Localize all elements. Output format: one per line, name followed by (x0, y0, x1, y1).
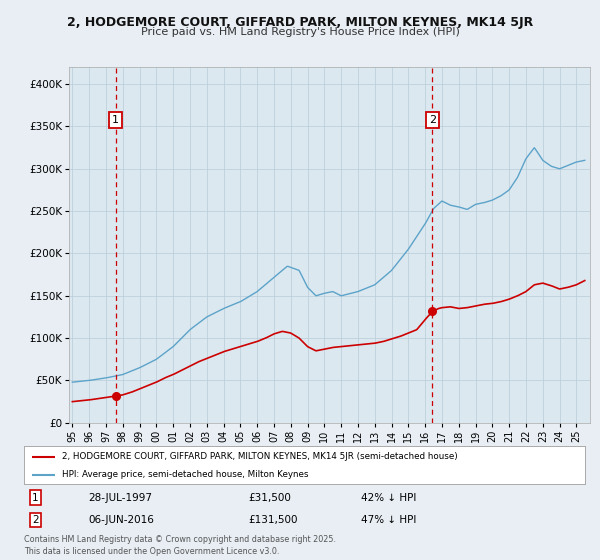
Text: 2, HODGEMORE COURT, GIFFARD PARK, MILTON KEYNES, MK14 5JR (semi-detached house): 2, HODGEMORE COURT, GIFFARD PARK, MILTON… (62, 452, 458, 461)
Text: 42% ↓ HPI: 42% ↓ HPI (361, 493, 416, 503)
Text: 47% ↓ HPI: 47% ↓ HPI (361, 515, 416, 525)
Text: 1: 1 (32, 493, 38, 503)
Text: £31,500: £31,500 (248, 493, 291, 503)
Text: 28-JUL-1997: 28-JUL-1997 (89, 493, 152, 503)
Text: 2: 2 (429, 115, 436, 125)
Text: 2: 2 (32, 515, 38, 525)
Text: Contains HM Land Registry data © Crown copyright and database right 2025.
This d: Contains HM Land Registry data © Crown c… (24, 535, 336, 556)
Text: Price paid vs. HM Land Registry's House Price Index (HPI): Price paid vs. HM Land Registry's House … (140, 27, 460, 37)
Text: HPI: Average price, semi-detached house, Milton Keynes: HPI: Average price, semi-detached house,… (62, 470, 308, 479)
Text: 06-JUN-2016: 06-JUN-2016 (89, 515, 154, 525)
Text: £131,500: £131,500 (248, 515, 298, 525)
Text: 1: 1 (112, 115, 119, 125)
Text: 2, HODGEMORE COURT, GIFFARD PARK, MILTON KEYNES, MK14 5JR: 2, HODGEMORE COURT, GIFFARD PARK, MILTON… (67, 16, 533, 29)
